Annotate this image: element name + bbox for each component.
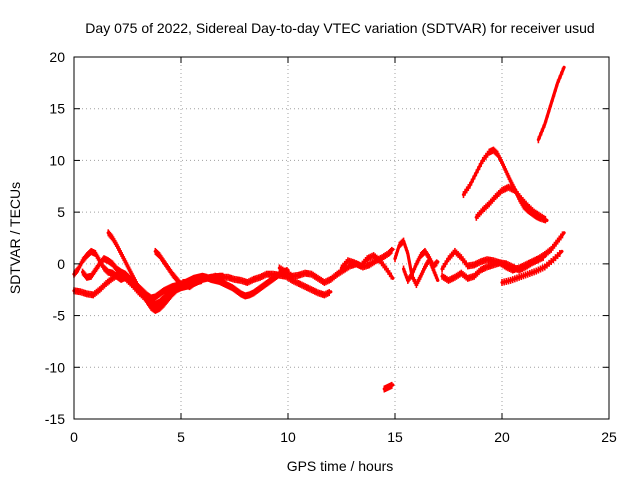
- x-tick-label: 10: [280, 429, 296, 445]
- x-tick-label: 15: [387, 429, 403, 445]
- series-sat-g: [339, 252, 395, 280]
- plot-frame: [73, 56, 610, 420]
- series-sat-l: [500, 249, 564, 286]
- x-axis-ticks: 0 5 10 15 20 25: [70, 57, 617, 445]
- y-tick-label: 0: [57, 256, 65, 272]
- y-tick-label: 15: [49, 101, 65, 117]
- series-sat-o: [536, 65, 566, 144]
- y-tick-label: -10: [45, 359, 65, 375]
- series-sat-d: [106, 229, 226, 314]
- y-axis-ticks: -15 -10 -5 0 5 10 15 20: [45, 49, 609, 427]
- x-tick-label: 0: [70, 429, 78, 445]
- y-tick-label: 5: [57, 204, 65, 220]
- series-sat-b: [72, 247, 204, 308]
- series-sat-p: [382, 381, 395, 393]
- x-tick-label: 25: [601, 429, 617, 445]
- y-axis-label: SDTVAR / TECUs: [7, 182, 23, 294]
- y-tick-label: -15: [45, 411, 65, 427]
- series-sat-i: [402, 247, 440, 284]
- grid-lines: [74, 57, 609, 419]
- y-tick-label: 20: [49, 49, 65, 65]
- x-tick-label: 20: [494, 429, 510, 445]
- y-tick-label: -5: [53, 308, 66, 324]
- chart-title: Day 075 of 2022, Sidereal Day-to-day VTE…: [85, 20, 594, 36]
- y-tick-label: 10: [49, 152, 65, 168]
- x-tick-label: 5: [177, 429, 185, 445]
- series-sat-n: [474, 183, 549, 223]
- series-sat-e: [153, 247, 183, 287]
- x-axis-label: GPS time / hours: [287, 458, 394, 474]
- data-series: [72, 65, 566, 393]
- series-sat-k: [440, 253, 547, 284]
